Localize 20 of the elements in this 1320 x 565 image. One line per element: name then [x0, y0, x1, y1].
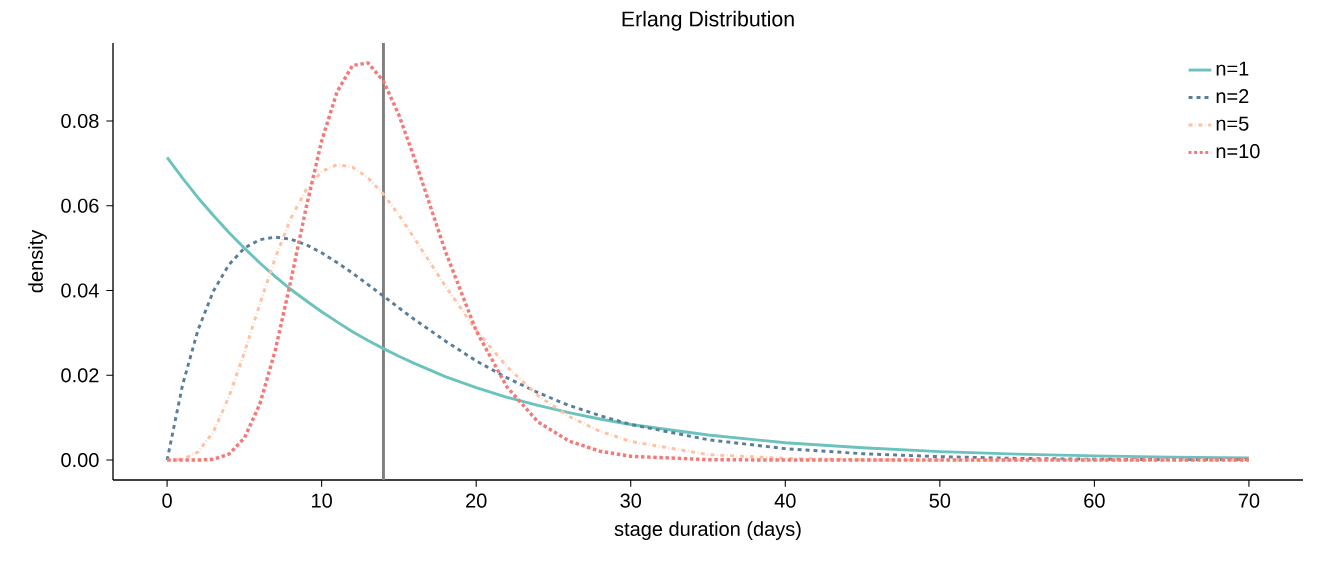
y-tick-label: 0.02: [61, 368, 99, 383]
x-axis-title: stage duration (days): [614, 521, 801, 540]
legend-label: n=2: [1216, 89, 1249, 104]
legend-label: n=1: [1216, 61, 1249, 76]
y-tick-label: 0.00: [61, 453, 99, 468]
chart-title: Erlang Distribution: [622, 10, 794, 31]
legend-label: n=5: [1216, 116, 1249, 131]
x-tick-label: 0: [162, 493, 172, 508]
legend-label: n=10: [1216, 144, 1260, 159]
x-tick-label: 10: [312, 493, 332, 508]
x-tick-label: 40: [774, 493, 796, 508]
x-tick-label: 50: [929, 493, 951, 508]
y-axis-title: density: [28, 229, 47, 293]
x-tick-label: 60: [1084, 493, 1105, 508]
y-tick-label: 0.08: [61, 113, 99, 129]
x-tick-label: 30: [620, 493, 642, 508]
x-tick-label: 70: [1238, 493, 1260, 508]
y-tick-label: 0.06: [61, 198, 99, 213]
y-tick-label: 0.04: [61, 283, 99, 298]
x-tick-label: 20: [466, 493, 487, 508]
